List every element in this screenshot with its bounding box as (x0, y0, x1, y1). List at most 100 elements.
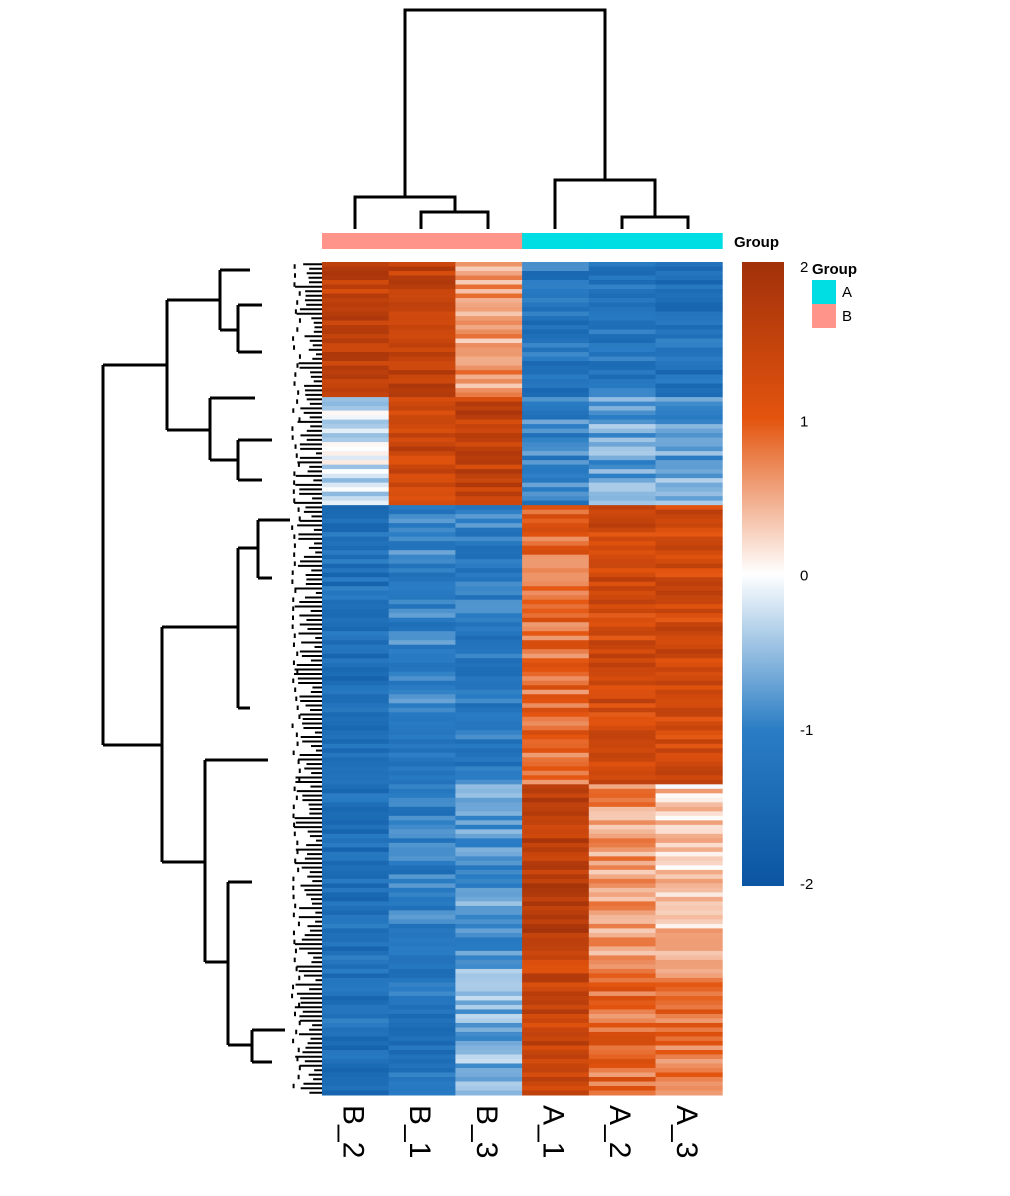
heatmap-cell (588, 1036, 656, 1042)
heatmap-cell (655, 1022, 723, 1028)
heatmap-cell (588, 437, 656, 443)
heatmap-cell (455, 635, 523, 641)
heatmap-cell (322, 536, 390, 542)
heatmap-cell (655, 586, 723, 592)
heatmap-cell (522, 892, 590, 898)
heatmap-cell (522, 1049, 590, 1055)
heatmap-cell (388, 469, 456, 475)
heatmap-cell (655, 644, 723, 650)
heatmap-cell (588, 788, 656, 794)
heatmap-cell (322, 676, 390, 682)
heatmap-cell (388, 820, 456, 826)
heatmap-cell (455, 626, 523, 632)
heatmap-cell (388, 973, 456, 979)
heatmap-cell (655, 662, 723, 668)
heatmap-cell (655, 932, 723, 938)
heatmap-cell (388, 856, 456, 862)
heatmap-cell (655, 793, 723, 799)
heatmap-cell (388, 676, 456, 682)
heatmap-cell (455, 860, 523, 866)
heatmap-cell (522, 1022, 590, 1028)
heatmap-cell (522, 658, 590, 664)
heatmap-cell (388, 1054, 456, 1060)
heatmap-cell (655, 1036, 723, 1042)
heatmap-cell (522, 406, 590, 412)
heatmap-cell (588, 401, 656, 407)
heatmap-cell (455, 644, 523, 650)
heatmap-cell (388, 523, 456, 529)
heatmap-cell (588, 1013, 656, 1019)
heatmap-cell (322, 424, 390, 430)
heatmap-cell (655, 860, 723, 866)
group-legend: Group AB (812, 261, 857, 328)
heatmap-cell (655, 1090, 723, 1096)
heatmap-cell (322, 671, 390, 677)
heatmap-cell (588, 640, 656, 646)
heatmap-cell (322, 887, 390, 893)
heatmap-cell (588, 505, 656, 511)
heatmap-cell (322, 847, 390, 853)
heatmap-cell (455, 680, 523, 686)
heatmap-cell (655, 766, 723, 772)
heatmap-cell (322, 361, 390, 367)
heatmap-cell (322, 406, 390, 412)
heatmap-cell (655, 437, 723, 443)
heatmap-cell (388, 896, 456, 902)
heatmap-cell (588, 887, 656, 893)
heatmap-cell (655, 379, 723, 385)
heatmap-cell (455, 302, 523, 308)
heatmap-cell (388, 635, 456, 641)
col-dendro-link (403, 8, 607, 197)
heatmap-cell (455, 473, 523, 479)
heatmap-cell (655, 721, 723, 727)
heatmap-cell (522, 1009, 590, 1015)
heatmap-cell (522, 662, 590, 668)
heatmap-cell (388, 559, 456, 565)
heatmap-cell (455, 950, 523, 956)
heatmap-cell (655, 892, 723, 898)
heatmap-cell (655, 1027, 723, 1033)
heatmap-cell (388, 752, 456, 758)
heatmap-cell (655, 847, 723, 853)
heatmap-cell (588, 752, 656, 758)
heatmap-cell (655, 959, 723, 965)
heatmap-cell (522, 752, 590, 758)
legend-swatch-b (812, 304, 836, 328)
heatmap-cell (655, 1081, 723, 1087)
heatmap-cell (655, 1049, 723, 1055)
heatmap-cell (655, 874, 723, 880)
heatmap-cell (522, 1067, 590, 1073)
heatmap-cell (455, 275, 523, 281)
heatmap-cell (588, 473, 656, 479)
heatmap-cell (322, 527, 390, 533)
heatmap-cell (322, 514, 390, 520)
heatmap-cell (655, 923, 723, 929)
heatmap-cell (588, 811, 656, 817)
heatmap-cell (388, 851, 456, 857)
heatmap-cell (522, 262, 590, 268)
heatmap-cell (655, 869, 723, 875)
heatmap-cell (522, 266, 590, 272)
heatmap-cell (522, 802, 590, 808)
heatmap-cell (388, 505, 456, 511)
heatmap-cell (388, 518, 456, 524)
heatmap-cell (388, 707, 456, 713)
heatmap-cell (322, 946, 390, 952)
heatmap-cell (522, 982, 590, 988)
heatmap-cell (522, 811, 590, 817)
heatmap-cell (588, 343, 656, 349)
heatmap-cell (455, 361, 523, 367)
heatmap-cell (655, 550, 723, 556)
heatmap-cell (322, 365, 390, 371)
heatmap-cell (388, 878, 456, 884)
heatmap-cell (388, 424, 456, 430)
annotation-title: Group (734, 234, 779, 251)
heatmap-cell (455, 581, 523, 587)
heatmap-cell (588, 649, 656, 655)
heatmap-cell (588, 464, 656, 470)
heatmap-cell (522, 320, 590, 326)
heatmap-cell (455, 797, 523, 803)
color-scale-ticks: 2 1 0 -1 -2 (800, 259, 813, 893)
heatmap-cell (322, 653, 390, 659)
heatmap-cell (588, 878, 656, 884)
